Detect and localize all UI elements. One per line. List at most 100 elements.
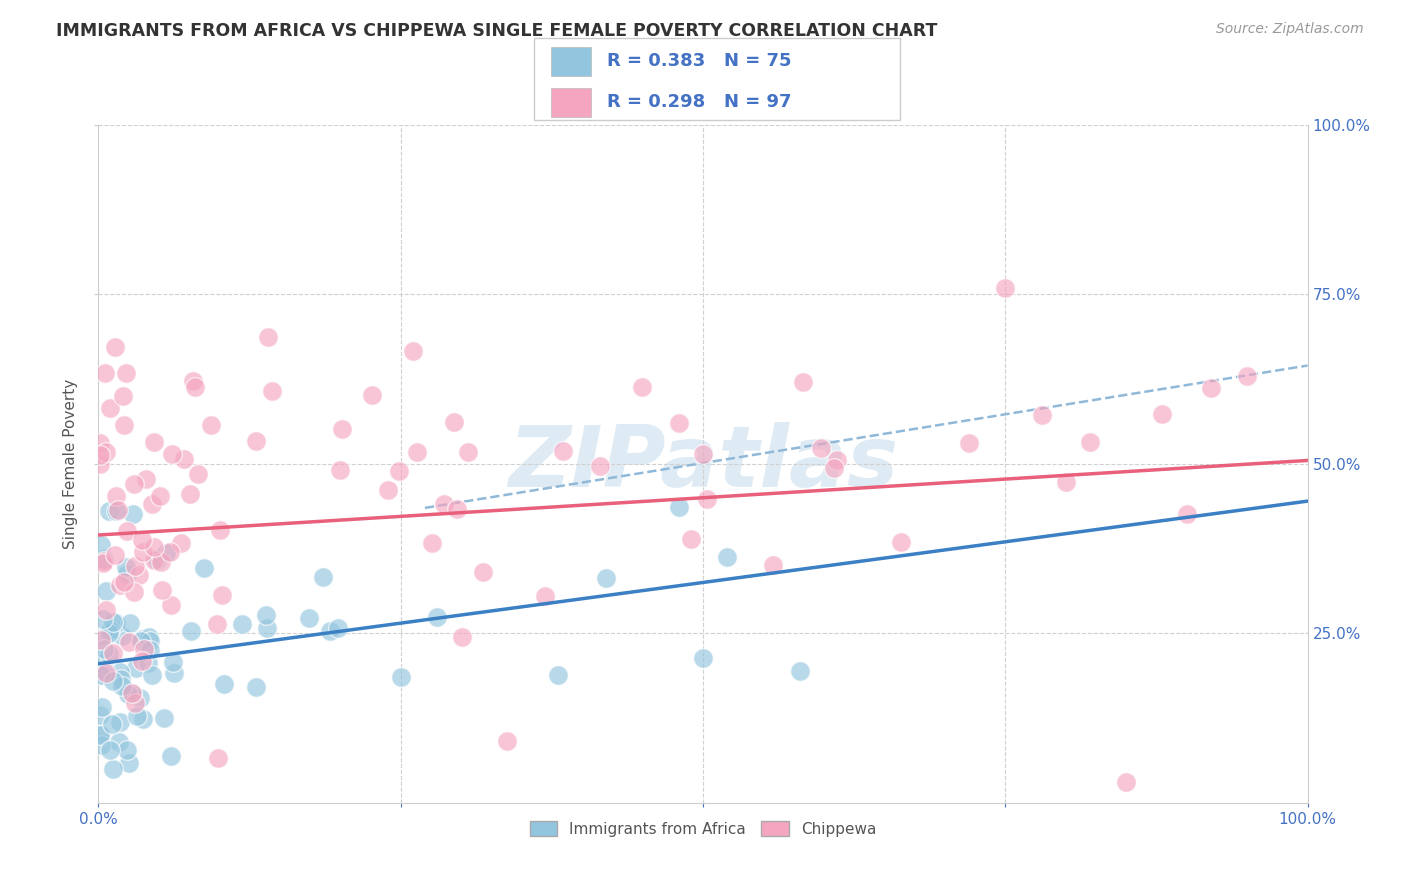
Point	[1078, 435, 1101, 450]
Point	[1152, 407, 1174, 421]
Point	[118, 756, 141, 771]
Point	[1199, 381, 1222, 395]
Point	[825, 453, 848, 467]
Point	[121, 687, 143, 701]
Point	[377, 483, 399, 498]
Point	[93, 612, 115, 626]
Text: IMMIGRANTS FROM AFRICA VS CHIPPEWA SINGLE FEMALE POVERTY CORRELATION CHART: IMMIGRANTS FROM AFRICA VS CHIPPEWA SINGL…	[56, 22, 938, 40]
Point	[150, 555, 173, 569]
Point	[472, 565, 495, 579]
Point	[105, 489, 128, 503]
Point	[111, 389, 134, 403]
Point	[149, 489, 172, 503]
Point	[94, 665, 117, 680]
Point	[200, 418, 222, 433]
Point	[89, 457, 111, 471]
Point	[91, 699, 114, 714]
Point	[105, 503, 128, 517]
Point	[361, 387, 384, 401]
Point	[256, 330, 278, 344]
Point	[789, 664, 811, 678]
Point	[534, 590, 557, 604]
Point	[631, 380, 654, 394]
Point	[406, 445, 429, 459]
Point	[402, 344, 425, 359]
Point	[132, 712, 155, 726]
Point	[810, 442, 832, 456]
Point	[187, 467, 209, 482]
Point	[100, 717, 122, 731]
Point	[134, 641, 156, 656]
Point	[115, 560, 138, 574]
Point	[139, 643, 162, 657]
Point	[211, 588, 233, 602]
Point	[94, 444, 117, 458]
Point	[122, 585, 145, 599]
Point	[108, 714, 131, 729]
Point	[163, 666, 186, 681]
Point	[159, 545, 181, 559]
Point	[457, 445, 479, 459]
Point	[90, 738, 112, 752]
Point	[692, 650, 714, 665]
Point	[329, 463, 352, 477]
Point	[170, 535, 193, 549]
Point	[124, 559, 146, 574]
Point	[131, 654, 153, 668]
Point	[1175, 507, 1198, 521]
Point	[155, 546, 177, 560]
Point	[420, 536, 443, 550]
Point	[823, 460, 845, 475]
Point	[1115, 775, 1137, 789]
Point	[129, 633, 152, 648]
Point	[256, 621, 278, 635]
Point	[588, 459, 610, 474]
Point	[716, 549, 738, 564]
Point	[110, 672, 132, 686]
Point	[208, 523, 231, 537]
Point	[298, 611, 321, 625]
Point	[98, 626, 121, 640]
Point	[98, 743, 121, 757]
Point	[103, 646, 125, 660]
Text: R = 0.383   N = 75: R = 0.383 N = 75	[607, 53, 792, 70]
Point	[122, 476, 145, 491]
Point	[326, 621, 349, 635]
Point	[890, 534, 912, 549]
Point	[115, 743, 138, 757]
Point	[668, 500, 690, 514]
Point	[254, 607, 277, 622]
Point	[260, 384, 283, 398]
Point	[553, 443, 575, 458]
Point	[125, 661, 148, 675]
Point	[108, 665, 131, 679]
Point	[792, 375, 814, 389]
Point	[146, 552, 169, 566]
Point	[122, 507, 145, 521]
Point	[152, 711, 174, 725]
Point	[245, 434, 267, 449]
Point	[104, 340, 127, 354]
Point	[389, 670, 412, 684]
Point	[141, 667, 163, 681]
Point	[94, 629, 117, 643]
Point	[135, 472, 157, 486]
Point	[98, 401, 121, 415]
Point	[112, 575, 135, 590]
Point	[94, 602, 117, 616]
Point	[121, 686, 143, 700]
Point	[90, 632, 112, 647]
Point	[152, 582, 174, 597]
Point	[319, 624, 342, 639]
Point	[111, 629, 134, 643]
Point	[131, 632, 153, 647]
Point	[173, 451, 195, 466]
Y-axis label: Single Female Poverty: Single Female Poverty	[63, 379, 79, 549]
Point	[495, 733, 517, 747]
Point	[139, 633, 162, 648]
Point	[91, 556, 114, 570]
Legend: Immigrants from Africa, Chippewa: Immigrants from Africa, Chippewa	[523, 814, 883, 843]
Point	[107, 503, 129, 517]
Point	[245, 680, 267, 694]
Point	[108, 735, 131, 749]
